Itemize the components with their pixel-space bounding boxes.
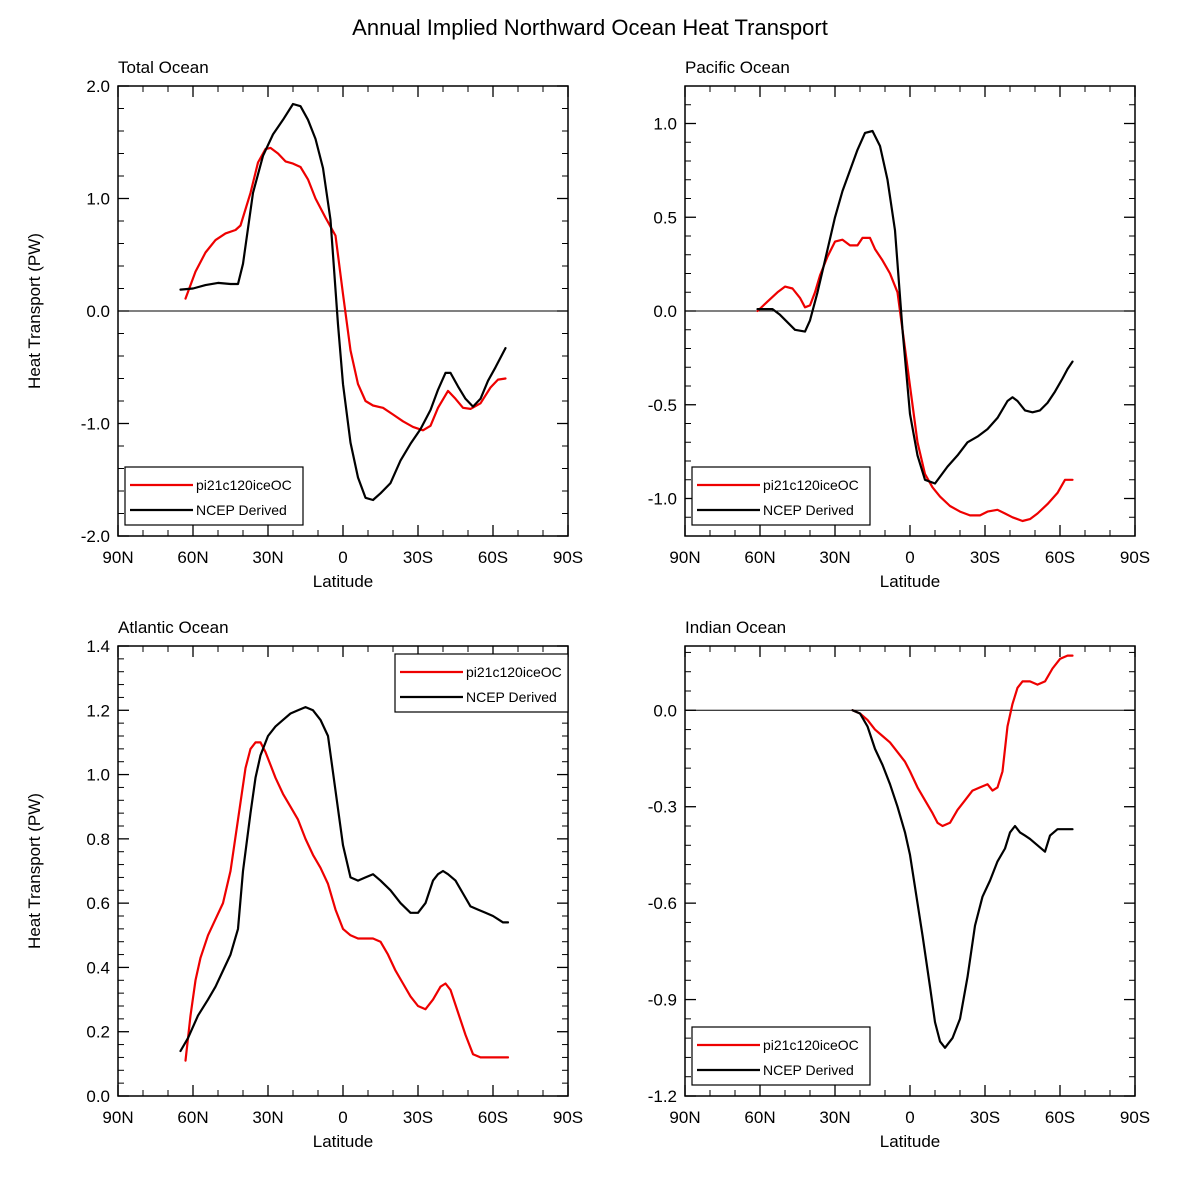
total-ocean-x-tick-label: 90N [102, 548, 133, 567]
pacific-ocean-x-tick-label: 0 [905, 548, 914, 567]
indian-ocean-series-pi21c120iceoc [851, 654, 1074, 828]
indian-ocean-x-tick-label: 60S [1045, 1108, 1075, 1127]
atlantic-ocean-panel: Atlantic Ocean 90N 60N 30N 0 30S 60S 90S 0.0 0.2 0… [25, 618, 583, 1151]
atlantic-ocean-y-tick-label: 0.6 [86, 894, 110, 913]
indian-ocean-x-tick-label: 90N [669, 1108, 700, 1127]
indian-ocean-x-tick-label: 60N [744, 1108, 775, 1127]
indian-ocean-legend-label-ncep-derived: NCEP Derived [763, 1062, 854, 1078]
indian-ocean-y-tick-label: -0.3 [648, 798, 677, 817]
pacific-ocean-title: Pacific Ocean [685, 58, 790, 77]
total-ocean-y-tick-label: 1.0 [86, 190, 110, 209]
total-ocean-x-tick-label: 30S [403, 548, 433, 567]
pacific-ocean-y-tick-label: 0.5 [653, 208, 677, 227]
atlantic-ocean-x-tick-label: 0 [338, 1108, 347, 1127]
pacific-ocean-y-tick-label: 1.0 [653, 115, 677, 134]
indian-ocean-plot-frame [684, 645, 1136, 1097]
total-ocean-panel: Total Ocean 90N 60N 30N 0 30S 60S 90S -2.0 -1.0 0.… [25, 58, 583, 591]
pacific-ocean-legend-box [691, 466, 871, 526]
indian-ocean-x-tick-label: 30N [819, 1108, 850, 1127]
pacific-ocean-x-axis-label: Latitude [880, 572, 941, 591]
indian-ocean-x-tick-label: 90S [1120, 1108, 1150, 1127]
total-ocean-legend-label-ncep-derived: NCEP Derived [196, 502, 287, 518]
atlantic-ocean-series-pi21c120iceoc [184, 741, 510, 1062]
atlantic-ocean-legend-box [394, 653, 569, 713]
atlantic-ocean-y-tick-label: 0.0 [86, 1087, 110, 1106]
indian-ocean-legend-box [691, 1026, 871, 1086]
total-ocean-x-tick-label: 30N [252, 548, 283, 567]
atlantic-ocean-y-tick-label: 1.4 [86, 637, 110, 656]
indian-ocean-series-ncep-derived [851, 709, 1074, 1049]
indian-ocean-y-tick-label: -1.2 [648, 1087, 677, 1106]
total-ocean-y-tick-label: -1.0 [81, 415, 110, 434]
pacific-ocean-x-tick-label: 30S [970, 548, 1000, 567]
total-ocean-legend-box [124, 466, 304, 526]
pacific-ocean-x-tick-label: 90N [669, 548, 700, 567]
atlantic-ocean-x-tick-label: 90S [553, 1108, 583, 1127]
panels: Total Ocean 90N 60N 30N 0 30S 60S 90S -2.0 -1.0 0.… [25, 58, 1150, 1151]
indian-ocean-y-tick-label: 0.0 [653, 701, 677, 720]
atlantic-ocean-series-ncep-derived [179, 705, 510, 1053]
indian-ocean-legend-label-pi21c120iceoc: pi21c120iceOC [763, 1037, 859, 1053]
total-ocean-x-tick-label: 90S [553, 548, 583, 567]
atlantic-ocean-y-tick-label: 0.8 [86, 830, 110, 849]
total-ocean-plot-frame [117, 85, 569, 537]
atlantic-ocean-x-tick-label: 30S [403, 1108, 433, 1127]
pacific-ocean-legend: pi21c120iceOC NCEP Derived [691, 466, 871, 526]
atlantic-ocean-y-tick-label: 0.4 [86, 958, 110, 977]
pacific-ocean-x-tick-label: 90S [1120, 548, 1150, 567]
atlantic-ocean-legend-label-ncep-derived: NCEP Derived [466, 689, 557, 705]
pacific-ocean-x-tick-label: 60S [1045, 548, 1075, 567]
total-ocean-x-tick-label: 0 [338, 548, 347, 567]
indian-ocean-x-tick-label: 30S [970, 1108, 1000, 1127]
pacific-ocean-y-tick-label: 0.0 [653, 302, 677, 321]
total-ocean-series-ncep-derived [179, 102, 507, 502]
pacific-ocean-legend-label-pi21c120iceoc: pi21c120iceOC [763, 477, 859, 493]
pacific-ocean-panel: Pacific Ocean 90N 60N 30N 0 30S 60S 90S -1.0 -0.5… [648, 58, 1150, 591]
pacific-ocean-x-tick-label: 30N [819, 548, 850, 567]
total-ocean-legend: pi21c120iceOC NCEP Derived [124, 466, 304, 526]
pacific-ocean-y-tick-label: -0.5 [648, 396, 677, 415]
pacific-ocean-series-ncep-derived [756, 129, 1074, 485]
indian-ocean-y-tick-label: -0.6 [648, 894, 677, 913]
atlantic-ocean-plot-frame [117, 645, 569, 1097]
atlantic-ocean-x-tick-label: 30N [252, 1108, 283, 1127]
indian-ocean-panel: Indian Ocean 90N 60N 30N 0 30S 60S 90S -1.2 -0.9 -… [648, 618, 1150, 1151]
atlantic-ocean-legend: pi21c120iceOC NCEP Derived [394, 653, 569, 713]
total-ocean-y-tick-label: 2.0 [86, 77, 110, 96]
indian-ocean-title: Indian Ocean [685, 618, 786, 637]
pacific-ocean-plot-frame [684, 85, 1136, 537]
indian-ocean-y-tick-label: -0.9 [648, 991, 677, 1010]
total-ocean-legend-label-pi21c120iceoc: pi21c120iceOC [196, 477, 292, 493]
total-ocean-title: Total Ocean [118, 58, 209, 77]
figure-title: Annual Implied Northward Ocean Heat Tran… [352, 15, 828, 40]
atlantic-ocean-title: Atlantic Ocean [118, 618, 229, 637]
total-ocean-x-axis-label: Latitude [313, 572, 374, 591]
atlantic-ocean-y-tick-label: 0.2 [86, 1023, 110, 1042]
total-ocean-y-tick-label: 0.0 [86, 302, 110, 321]
atlantic-ocean-legend-label-pi21c120iceoc: pi21c120iceOC [466, 664, 562, 680]
total-ocean-y-tick-label: -2.0 [81, 527, 110, 546]
atlantic-ocean-x-tick-label: 90N [102, 1108, 133, 1127]
indian-ocean-x-tick-label: 0 [905, 1108, 914, 1127]
pacific-ocean-x-tick-label: 60N [744, 548, 775, 567]
total-ocean-x-tick-label: 60S [478, 548, 508, 567]
pacific-ocean-y-tick-label: -1.0 [648, 490, 677, 509]
indian-ocean-x-axis-label: Latitude [880, 1132, 941, 1151]
atlantic-ocean-y-axis-label: Heat Transport (PW) [25, 793, 44, 949]
atlantic-ocean-y-tick-label: 1.0 [86, 766, 110, 785]
atlantic-ocean-x-tick-label: 60N [177, 1108, 208, 1127]
atlantic-ocean-x-tick-label: 60S [478, 1108, 508, 1127]
total-ocean-x-tick-label: 60N [177, 548, 208, 567]
atlantic-ocean-x-axis-label: Latitude [313, 1132, 374, 1151]
atlantic-ocean-y-tick-label: 1.2 [86, 701, 110, 720]
total-ocean-series-pi21c120iceoc [184, 146, 507, 432]
pacific-ocean-legend-label-ncep-derived: NCEP Derived [763, 502, 854, 518]
total-ocean-y-axis-label: Heat Transport (PW) [25, 233, 44, 389]
indian-ocean-legend: pi21c120iceOC NCEP Derived [691, 1026, 871, 1086]
